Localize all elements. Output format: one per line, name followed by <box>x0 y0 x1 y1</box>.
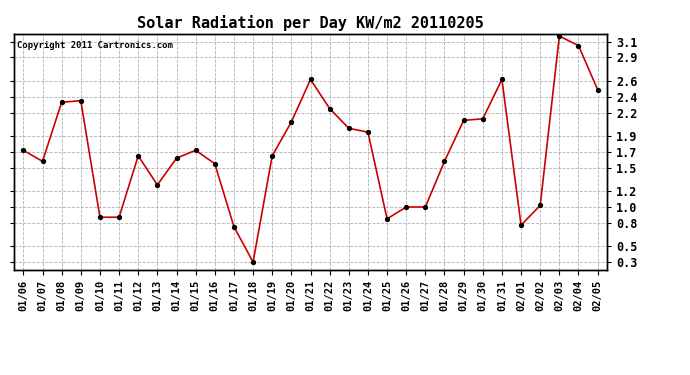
Text: Copyright 2011 Cartronics.com: Copyright 2011 Cartronics.com <box>17 41 172 50</box>
Title: Solar Radiation per Day KW/m2 20110205: Solar Radiation per Day KW/m2 20110205 <box>137 15 484 31</box>
